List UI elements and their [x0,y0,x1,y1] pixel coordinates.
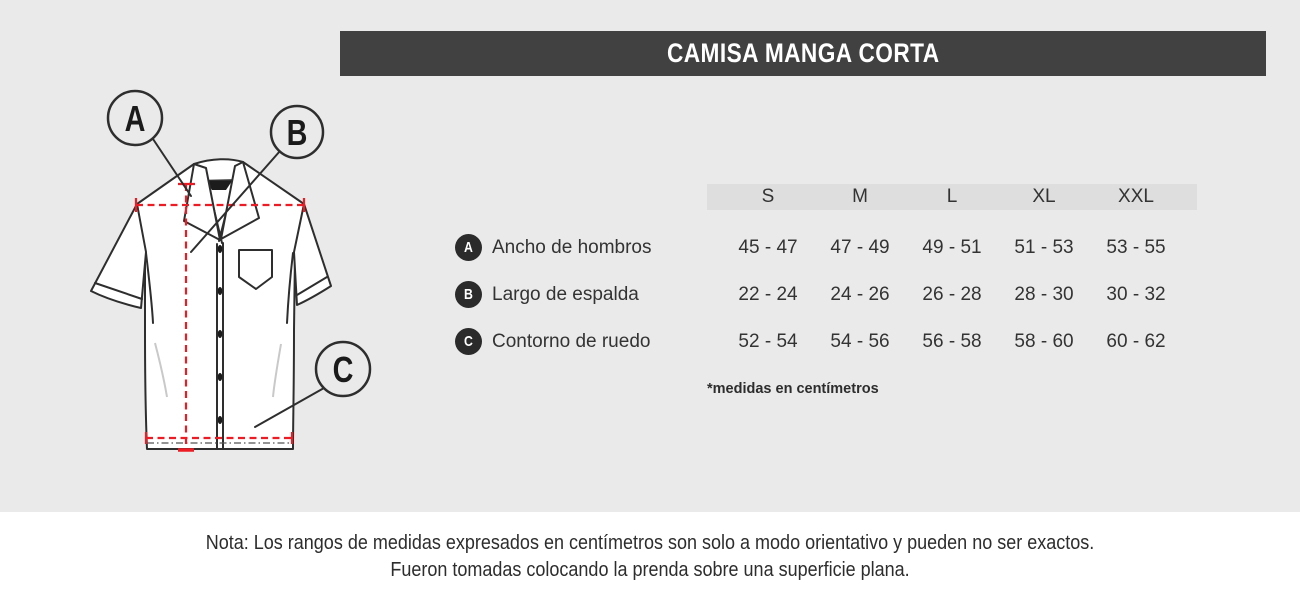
right-armhole-seam [286,252,294,324]
table-row-label-c: C Contorno de ruedo [450,318,722,365]
value-b-m: 24 - 26 [830,283,890,305]
value-a-xxl: 53 - 55 [1106,236,1166,258]
value-c-s: 52 - 54 [738,330,798,352]
button [217,245,223,253]
row-a-label: Ancho de hombros [492,236,652,258]
left-sleeve [90,203,147,309]
row-a-letter-icon: A [455,234,482,261]
button [217,416,223,424]
button [217,287,223,295]
table-row-label-b: B Largo de espalda [450,271,722,318]
table-header-l: L [946,186,958,207]
value-c-xxl: 60 - 62 [1106,330,1166,352]
marker-c-circle [314,340,372,398]
disclaimer-line-1: Nota: Los rangos de medidas expresados e… [205,532,1095,554]
row-c-letter: C [464,333,473,350]
placket-line [216,242,224,450]
table-header-xl: XL [1032,186,1056,207]
value-c-xl: 58 - 60 [1014,330,1074,352]
table-header-s: S [761,186,775,207]
row-c-letter-icon: C [455,328,482,355]
marker-a-connector [152,138,192,197]
marker-b-connector [190,150,281,253]
left-armhole-seam [145,252,154,324]
button [217,373,223,381]
table-header-xxl: XXL [1118,186,1154,207]
disclaimer-line-2: Fueron tomadas colocando la prenda sobre… [390,559,910,581]
marker-b-letter: B [287,112,308,153]
marker-a-circle [106,89,164,147]
collar-right-flap [220,161,260,240]
right-cuff-fold [296,276,328,296]
shirt-diagram: A B C [90,89,372,452]
value-c-l: 56 - 58 [922,330,982,352]
left-cuff-fold [94,282,143,300]
table-row-label-a: A Ancho de hombros [450,224,722,271]
collar-inner-shadow [206,181,232,190]
right-fold-line [272,343,282,398]
value-b-s: 22 - 24 [738,283,798,305]
page-title: CAMISA MANGA CORTA [666,38,940,68]
table-header-band [707,184,1197,210]
row-b-label: Largo de espalda [492,283,639,305]
disclaimer-note: Nota: Los rangos de medidas expresados e… [65,530,1235,584]
marker-a-letter: A [125,98,146,139]
table-spacer [450,210,1182,224]
row-b-letter: B [464,286,473,303]
units-footnote: *medidas en centímetros [707,381,879,397]
value-a-m: 47 - 49 [830,236,890,258]
row-c-label: Contorno de ruedo [492,330,651,352]
marker-c-connector [254,387,325,428]
value-a-l: 49 - 51 [922,236,982,258]
value-a-s: 45 - 47 [738,236,798,258]
value-a-xl: 51 - 53 [1014,236,1074,258]
shirt-body-outline [136,158,305,450]
marker-c-letter: C [333,349,354,390]
left-fold-line [154,342,168,398]
chest-pocket [238,249,273,290]
button [217,330,223,338]
table-header-empty [450,184,722,210]
hem-measure-ticks [144,432,294,444]
value-c-m: 54 - 56 [830,330,890,352]
marker-b-circle [269,104,325,160]
title-bar: CAMISA MANGA CORTA [340,31,1266,76]
row-a-letter: A [464,239,473,256]
value-b-xxl: 30 - 32 [1106,283,1166,305]
size-table: S M L XL XXL A Ancho de hombros 45 - 47 … [450,184,1182,365]
value-b-xl: 28 - 30 [1014,283,1074,305]
table-header-m: M [852,186,868,207]
shoulder-measure-ticks [134,198,306,212]
value-b-l: 26 - 28 [922,283,982,305]
row-b-letter-icon: B [455,281,482,308]
